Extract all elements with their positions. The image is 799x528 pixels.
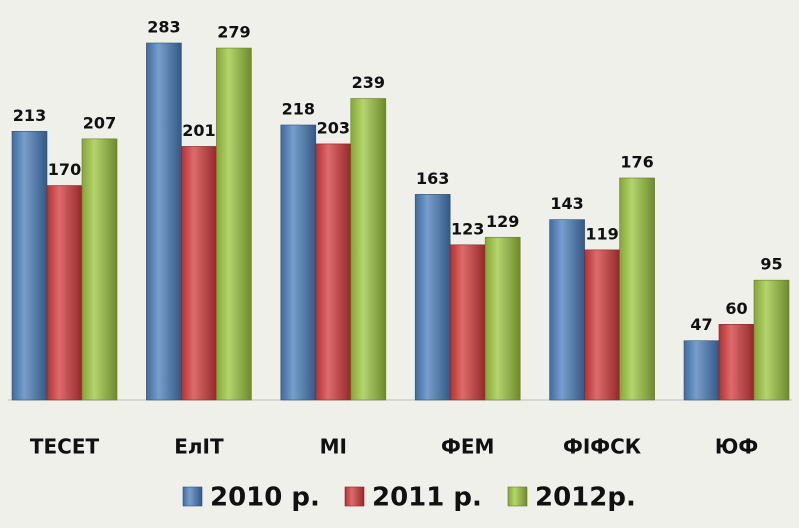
value-label: 239 [352, 73, 385, 92]
x-tick-label: ЕлІТ [174, 435, 224, 459]
bar [484, 236, 521, 401]
value-label: 201 [182, 121, 215, 140]
bar [753, 279, 790, 401]
legend-swatch [507, 486, 528, 507]
legend-swatch [344, 486, 365, 507]
legend-label: 2010 р. [210, 483, 320, 513]
value-label: 47 [690, 315, 712, 334]
bar [350, 98, 387, 401]
value-label: 143 [550, 194, 583, 213]
value-label: 283 [147, 18, 180, 37]
value-label: 163 [416, 169, 449, 188]
value-label: 176 [620, 152, 653, 171]
value-label: 207 [83, 113, 116, 132]
value-label: 218 [282, 99, 315, 118]
value-label: 129 [486, 212, 519, 231]
bar [315, 143, 352, 401]
bar [414, 194, 451, 401]
value-label: 170 [48, 160, 81, 179]
x-tick-label: МІ [320, 435, 347, 459]
bar [449, 244, 486, 401]
value-label: 95 [760, 255, 782, 274]
bar [683, 340, 720, 401]
bar [280, 124, 317, 401]
x-tick-label: ЮФ [715, 435, 758, 459]
x-tick-label: ТЕСЕТ [30, 435, 100, 459]
bar [181, 146, 217, 401]
legend-label: 2011 р. [372, 483, 482, 513]
bar [584, 249, 620, 401]
bar [81, 138, 118, 401]
value-label: 60 [725, 299, 747, 318]
bar [718, 324, 755, 401]
bar [216, 47, 252, 401]
legend-swatch [182, 486, 203, 507]
bar [46, 185, 83, 401]
value-label: 119 [585, 224, 618, 243]
legend-label: 2012р. [535, 483, 636, 513]
x-tick-label: ФІФСК [563, 435, 642, 459]
bar [146, 42, 182, 401]
x-tick-label: ФЕМ [441, 435, 494, 459]
bar [619, 177, 655, 401]
value-label: 279 [217, 23, 250, 42]
value-label: 203 [317, 118, 350, 137]
bar [549, 219, 585, 401]
value-label: 123 [451, 219, 484, 238]
bar [11, 131, 48, 401]
value-label: 213 [13, 106, 46, 125]
